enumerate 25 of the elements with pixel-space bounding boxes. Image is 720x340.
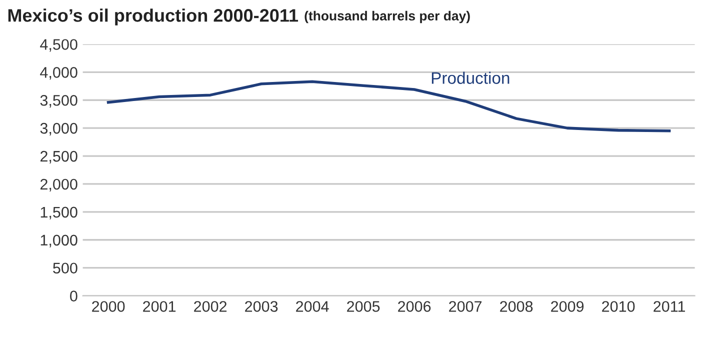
- x-tick-label: 2001: [143, 301, 176, 312]
- x-tick-label: 2008: [500, 301, 533, 312]
- x-tick-label: 2004: [296, 301, 329, 312]
- x-tick-label: 2002: [194, 301, 227, 312]
- x-tick-label: 2007: [449, 301, 482, 312]
- x-tick-label: 2010: [602, 301, 635, 312]
- y-tick-label: 4,000: [40, 67, 78, 80]
- y-tick-label: 500: [53, 262, 78, 274]
- y-tick-label: 2,500: [40, 150, 78, 164]
- y-tick-label: 0: [70, 290, 78, 302]
- x-tick-label: 2006: [398, 301, 431, 312]
- x-tick-label: 2003: [245, 301, 278, 312]
- chart-title: Mexico’s oil production 2000-2011: [8, 8, 298, 26]
- chart-subtitle: (thousand barrels per day): [304, 10, 470, 24]
- y-tick-label: 1,000: [40, 234, 78, 248]
- x-tick-label: 2011: [654, 301, 685, 312]
- y-tick-label: 1,500: [40, 206, 78, 220]
- y-tick-label: 4,500: [40, 39, 78, 52]
- series-label: Production: [432, 72, 510, 84]
- y-tick-label: 3,500: [40, 94, 78, 108]
- x-tick-label: 2000: [92, 301, 125, 312]
- y-tick-label: 2,000: [40, 178, 78, 192]
- y-tick-label: 3,000: [40, 122, 78, 136]
- x-tick-label: 2005: [347, 301, 380, 312]
- x-tick-label: 2009: [551, 301, 584, 312]
